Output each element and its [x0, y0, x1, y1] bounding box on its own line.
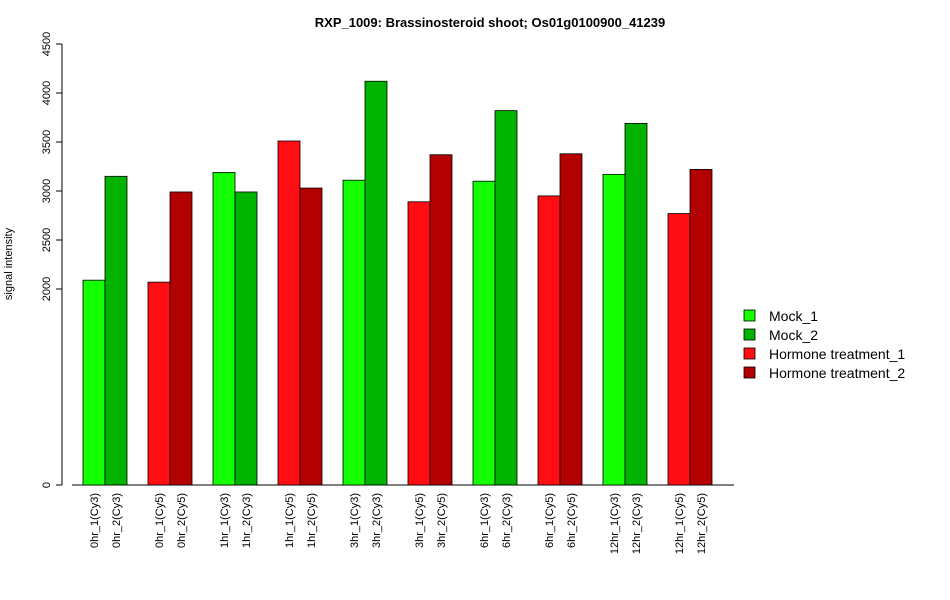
x-tick-label: 12hr_2(Cy3) [631, 493, 643, 554]
bar [602, 173, 626, 486]
x-tick-label: 3hr_1(Cy3) [349, 493, 361, 548]
bar [234, 191, 258, 486]
y-tick-label: 0 [41, 482, 53, 488]
y-axis: 0 2000 2500 3000 3500 4000 4500 [41, 32, 63, 488]
bar [299, 187, 323, 486]
x-tick-label: 1hr_2(Cy3) [241, 493, 253, 548]
x-tick-label: 1hr_1(Cy3) [219, 493, 231, 548]
legend-label: Mock_2 [769, 327, 818, 343]
bar [342, 179, 366, 486]
legend-label: Hormone treatment_2 [769, 365, 905, 381]
x-tick-label: 6hr_1(Cy5) [544, 493, 556, 548]
bar [537, 195, 561, 486]
y-tick-label: 4000 [41, 81, 53, 105]
bar [277, 140, 301, 486]
bar [494, 110, 518, 486]
bars-group [82, 80, 713, 486]
bar [689, 169, 713, 486]
chart-title: RXP_1009: Brassinosteroid shoot; Os01g01… [315, 15, 665, 30]
x-tick-label: 0hr_1(Cy5) [154, 493, 166, 548]
y-tick-label: 3500 [41, 130, 53, 154]
legend-label: Mock_1 [769, 308, 818, 324]
x-tick-label: 0hr_2(Cy5) [176, 493, 188, 548]
bar [147, 281, 171, 486]
y-tick-label: 2000 [41, 277, 53, 301]
bar [667, 213, 691, 486]
x-tick-label: 6hr_2(Cy5) [566, 493, 578, 548]
x-tick-label: 1hr_1(Cy5) [284, 493, 296, 548]
legend-label: Hormone treatment_1 [769, 346, 905, 362]
x-tick-label: 0hr_1(Cy3) [89, 493, 101, 548]
legend-swatch [743, 309, 756, 322]
x-tick-label: 6hr_1(Cy3) [479, 493, 491, 548]
bar [559, 153, 583, 486]
bar [624, 122, 648, 486]
bar [82, 279, 106, 486]
bar [429, 154, 453, 486]
legend: Mock_1 Mock_2 Hormone treatment_1 Hormone t… [743, 308, 905, 381]
x-tick-label: 0hr_2(Cy3) [111, 493, 123, 548]
bar [407, 201, 431, 486]
bar [169, 191, 193, 486]
x-tick-label: 3hr_1(Cy5) [414, 493, 426, 548]
x-tick-label: 3hr_2(Cy5) [436, 493, 448, 548]
legend-swatch [743, 366, 756, 379]
x-tick-label: 12hr_1(Cy5) [674, 493, 686, 554]
bar [364, 80, 388, 486]
x-tick-label: 3hr_2(Cy3) [371, 493, 383, 548]
bar [104, 175, 128, 486]
x-tick-label: 1hr_2(Cy5) [306, 493, 318, 548]
y-axis-label: signal intensity [3, 227, 15, 300]
legend-swatch [743, 328, 756, 341]
x-axis: 0hr_1(Cy3) 0hr_2(Cy3) 0hr_1(Cy5) 0hr_2(Cy5)… [72, 484, 734, 554]
x-tick-label: 12hr_2(Cy5) [696, 493, 708, 554]
y-tick-label: 3000 [41, 179, 53, 203]
x-tick-label: 6hr_2(Cy3) [501, 493, 513, 548]
y-tick-label: 4500 [41, 32, 53, 56]
legend-swatch [743, 347, 756, 360]
x-tick-label: 12hr_1(Cy3) [609, 493, 621, 554]
bar [212, 171, 236, 486]
bar [472, 180, 496, 486]
y-tick-label: 2500 [41, 228, 53, 252]
